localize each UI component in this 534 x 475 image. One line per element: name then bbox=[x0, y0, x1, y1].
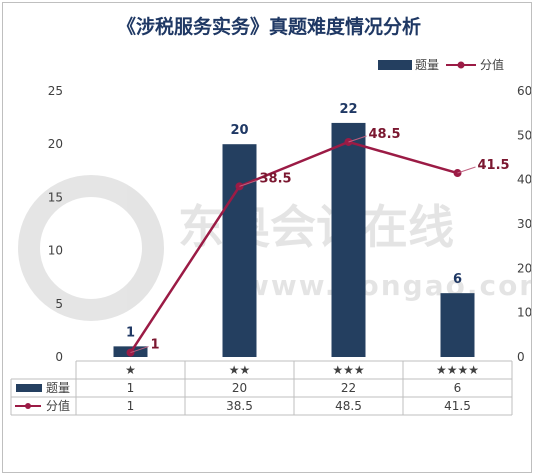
table-cell: 41.5 bbox=[444, 399, 471, 413]
y-tick-left: 5 bbox=[55, 297, 63, 311]
bar-series bbox=[113, 122, 475, 357]
y-axis-right: 0 10 20 30 40 50 60 bbox=[517, 84, 531, 364]
table-row-label: 分值 bbox=[46, 398, 70, 413]
table-cell: 20 bbox=[232, 381, 247, 395]
chart-title: 《涉税服务实务》真题难度情况分析 bbox=[117, 15, 421, 38]
legend-bar-swatch bbox=[378, 60, 412, 70]
watermark-en: www.dongao.com bbox=[243, 269, 531, 302]
line-label-leader bbox=[130, 346, 149, 354]
table-cell: 1 bbox=[127, 381, 135, 395]
line-value-label: 41.5 bbox=[478, 158, 510, 173]
bar-value-label: 20 bbox=[230, 123, 248, 138]
bar bbox=[331, 122, 366, 357]
x-tick-label: ★★★★ bbox=[436, 363, 479, 377]
y-tick-right: 30 bbox=[517, 217, 531, 231]
watermark-cn: 东奥会计在线 bbox=[178, 200, 454, 254]
y-tick-left: 20 bbox=[48, 137, 63, 151]
legend: 题量 分值 bbox=[378, 57, 504, 72]
bar bbox=[222, 144, 257, 357]
bar-value-label: 22 bbox=[339, 102, 357, 117]
x-tick-label: ★★★ bbox=[332, 363, 364, 377]
table-line-key-marker bbox=[25, 403, 31, 409]
bar-value-label: 1 bbox=[126, 325, 135, 340]
line-label-leader bbox=[348, 135, 367, 143]
legend-line-marker bbox=[457, 61, 465, 69]
y-tick-right: 10 bbox=[517, 306, 531, 320]
y-tick-left: 10 bbox=[48, 244, 63, 258]
table-cell: 48.5 bbox=[335, 399, 362, 413]
table-row-label: 题量 bbox=[46, 381, 70, 395]
table-cell: 1 bbox=[127, 399, 135, 413]
y-axis-left: 0 5 10 15 20 25 bbox=[48, 84, 63, 364]
y-tick-right: 20 bbox=[517, 261, 531, 275]
table-cell: 22 bbox=[341, 381, 356, 395]
watermark: 东奥会计在线 www.dongao.com bbox=[18, 175, 531, 321]
line-value-label: 38.5 bbox=[260, 171, 292, 186]
y-tick-left: 0 bbox=[55, 350, 63, 364]
bar-value-label: 6 bbox=[453, 272, 462, 287]
table-cell: 38.5 bbox=[226, 399, 253, 413]
line-label-leader bbox=[239, 179, 258, 187]
legend-line-label: 分值 bbox=[480, 57, 504, 72]
series-line bbox=[129, 140, 458, 354]
line-label-leader bbox=[457, 166, 476, 174]
x-tick-label: ★ bbox=[125, 363, 136, 377]
data-labels: 1 20 22 6 1 38.5 48.5 41.5 bbox=[126, 102, 510, 354]
combo-chart: 东奥会计在线 www.dongao.com 《涉税服务实务》真题难度情况分析 题… bbox=[10, 15, 531, 416]
line-value-label: 48.5 bbox=[369, 127, 401, 142]
y-tick-right: 60 bbox=[517, 84, 531, 98]
legend-bar-label: 题量 bbox=[415, 58, 439, 72]
x-tick-label: ★★ bbox=[229, 363, 251, 377]
y-tick-right: 0 bbox=[517, 350, 525, 364]
table-bar-key bbox=[16, 384, 42, 392]
y-tick-left: 25 bbox=[48, 84, 63, 98]
watermark-logo bbox=[18, 175, 164, 321]
bar bbox=[440, 293, 475, 357]
y-tick-right: 50 bbox=[517, 128, 531, 142]
y-tick-left: 15 bbox=[48, 190, 63, 204]
line-value-label: 1 bbox=[151, 338, 160, 353]
table-cell: 6 bbox=[454, 381, 462, 395]
y-tick-right: 40 bbox=[517, 173, 531, 187]
